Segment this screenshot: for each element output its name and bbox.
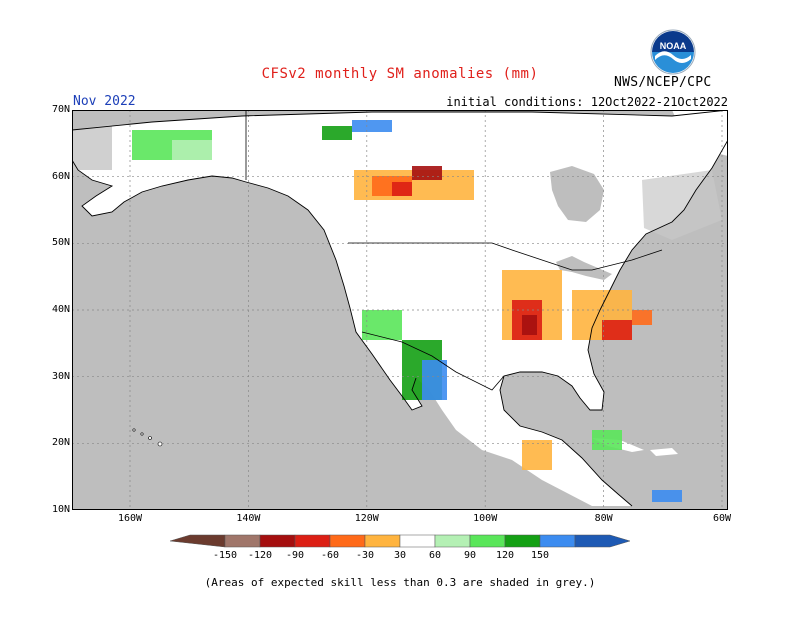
longitude-label: 140W xyxy=(236,513,261,524)
anomaly-cell xyxy=(172,140,212,160)
colorbar-label: 150 xyxy=(530,550,550,561)
colorbar-swatch xyxy=(574,534,630,548)
noaa-logo-text: NOAA xyxy=(660,41,687,51)
colorbar-swatches xyxy=(170,534,630,548)
colorbar-label: -30 xyxy=(355,550,375,561)
anomaly-cell xyxy=(422,360,447,400)
longitude-label: 120W xyxy=(354,513,379,524)
latitude-label: 20N xyxy=(51,437,70,449)
coastline xyxy=(72,110,728,507)
anomaly-cell xyxy=(322,126,352,140)
colorbar-swatch xyxy=(329,534,366,548)
latitude-label: 40N xyxy=(51,304,70,315)
colorbar-label: -60 xyxy=(320,550,340,561)
colorbar-swatch xyxy=(504,534,541,548)
colorbar-label: -120 xyxy=(247,550,273,561)
skill-mask-region xyxy=(642,170,722,240)
anomaly-cell xyxy=(412,166,442,180)
colorbar-label: -90 xyxy=(285,550,305,561)
latitude-label: 10N xyxy=(51,504,70,515)
great-lakes xyxy=(556,256,612,280)
hawaii-islands xyxy=(132,428,163,447)
colorbar-swatch xyxy=(259,534,296,548)
latitude-label: 50N xyxy=(51,237,70,249)
colorbar-swatch xyxy=(224,534,261,548)
colorbar-label: 90 xyxy=(463,550,477,561)
longitude-label: 80W xyxy=(594,513,613,524)
noaa-logo: NOAA xyxy=(650,29,696,75)
latitude-label: 60N xyxy=(51,170,70,182)
map-title: CFSv2 monthly SM anomalies (mm) xyxy=(261,66,539,82)
anomaly-cell xyxy=(602,320,632,340)
longitude-label: 160W xyxy=(117,513,143,524)
longitude-label: 100W xyxy=(473,513,498,524)
graticule xyxy=(72,110,728,510)
colorbar-swatch xyxy=(539,534,576,548)
forecast-month: Nov 2022 xyxy=(73,94,136,109)
anomaly-cell xyxy=(352,120,392,132)
greenland-island xyxy=(672,110,728,156)
initial-conditions-label: initial conditions: 12Oct2022-21Oct2022 xyxy=(446,95,728,109)
agency-label: NWS/NCEP/CPC xyxy=(614,75,712,90)
colorbar-label: 60 xyxy=(428,550,442,561)
latitude-label: 70N xyxy=(51,104,70,115)
soil-moisture-anomaly-cells xyxy=(132,120,682,502)
colorbar-swatch xyxy=(294,534,331,548)
latitude-label: 30N xyxy=(51,370,70,382)
colorbar-swatch xyxy=(434,534,471,548)
anomaly-cell xyxy=(522,315,537,335)
map-frame xyxy=(72,110,728,510)
map-panel xyxy=(72,110,728,510)
colorbar-swatch xyxy=(399,534,436,548)
anomaly-cell xyxy=(592,430,622,450)
anomaly-cell xyxy=(362,310,402,340)
anomaly-cell xyxy=(392,182,412,196)
anomaly-cell xyxy=(522,440,552,470)
skill-footnote: (Areas of expected skill less than 0.3 a… xyxy=(204,576,596,589)
anomaly-cell xyxy=(652,490,682,502)
skill-mask-region xyxy=(72,124,112,170)
hudson-bay xyxy=(550,166,604,222)
colorbar-swatch xyxy=(170,534,226,548)
colorbar-label: 120 xyxy=(495,550,515,561)
colorbar xyxy=(170,534,630,548)
anomaly-cell xyxy=(632,310,652,325)
colorbar-swatch xyxy=(364,534,401,548)
colorbar-label: 30 xyxy=(393,550,407,561)
gulf-of-mexico xyxy=(500,372,582,432)
longitude-label: 60W xyxy=(712,513,732,524)
colorbar-swatch xyxy=(469,534,506,548)
colorbar-label: -150 xyxy=(212,550,238,561)
hispaniola-island xyxy=(650,448,678,456)
